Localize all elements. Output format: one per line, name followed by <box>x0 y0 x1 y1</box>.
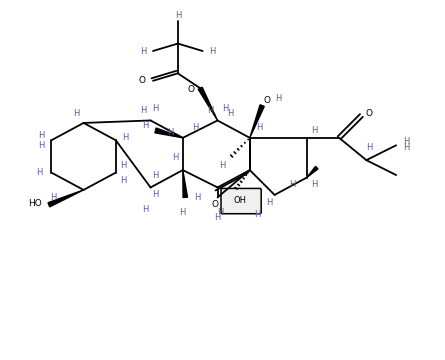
Text: H: H <box>140 106 146 115</box>
Text: H: H <box>311 180 317 189</box>
Text: H: H <box>227 108 233 117</box>
Text: H: H <box>152 190 159 199</box>
Text: H: H <box>120 176 126 185</box>
Text: H: H <box>152 171 159 180</box>
Text: O: O <box>263 96 271 105</box>
Text: H: H <box>38 141 44 150</box>
Text: H: H <box>73 108 79 117</box>
Text: H: H <box>174 11 181 20</box>
Text: H: H <box>366 143 372 152</box>
Text: OH: OH <box>233 196 247 205</box>
Text: H: H <box>120 161 126 170</box>
Text: H: H <box>142 121 149 130</box>
Polygon shape <box>48 190 84 207</box>
Text: O: O <box>139 76 146 85</box>
Text: H: H <box>140 46 146 55</box>
Text: H: H <box>194 193 201 202</box>
Text: H: H <box>172 153 178 162</box>
Polygon shape <box>307 166 318 177</box>
Text: H: H <box>214 213 221 222</box>
Text: H: H <box>38 131 44 140</box>
Polygon shape <box>183 170 187 198</box>
Text: H: H <box>167 129 174 138</box>
Text: H: H <box>311 126 317 135</box>
Text: O: O <box>365 108 372 117</box>
Text: O: O <box>211 200 218 209</box>
Text: H: H <box>36 168 42 177</box>
Text: H: H <box>210 46 216 55</box>
Text: H: H <box>256 123 263 132</box>
Text: H: H <box>403 137 409 146</box>
Text: H: H <box>289 180 295 189</box>
FancyBboxPatch shape <box>221 188 261 214</box>
Polygon shape <box>250 105 264 138</box>
Text: H: H <box>254 210 260 219</box>
Text: H: H <box>207 106 213 115</box>
Text: HO: HO <box>28 199 42 208</box>
Text: H: H <box>267 198 273 207</box>
Text: H: H <box>142 205 149 214</box>
Text: H: H <box>180 208 186 217</box>
Text: H: H <box>219 161 226 170</box>
Text: H: H <box>152 104 159 113</box>
Text: O: O <box>188 85 195 94</box>
Polygon shape <box>198 87 218 121</box>
Text: H: H <box>122 133 129 142</box>
Text: H: H <box>403 143 409 152</box>
Text: H: H <box>51 193 57 202</box>
Text: H: H <box>222 104 228 113</box>
Text: H: H <box>275 94 281 103</box>
Polygon shape <box>155 128 183 138</box>
Text: H: H <box>192 123 198 132</box>
Text: H: H <box>217 208 223 217</box>
